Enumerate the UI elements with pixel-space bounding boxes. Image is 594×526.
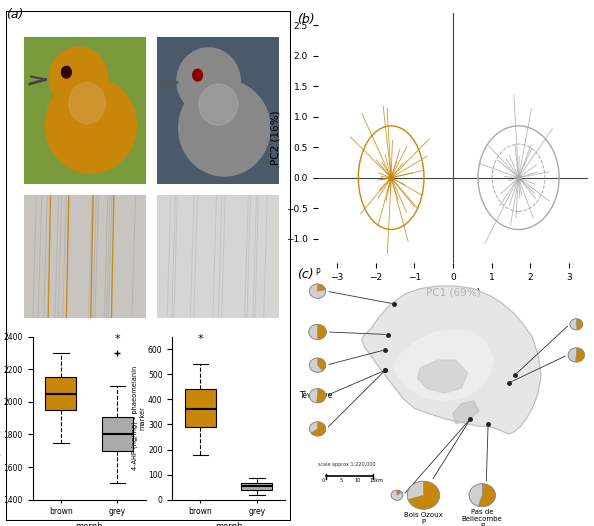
Y-axis label: PTCA (ng/mg) – eumelanin marker: PTCA (ng/mg) – eumelanin marker	[0, 361, 1, 476]
Wedge shape	[469, 484, 482, 506]
Text: (c): (c)	[297, 268, 314, 281]
Wedge shape	[311, 422, 326, 436]
PathPatch shape	[45, 378, 77, 410]
Wedge shape	[309, 284, 326, 298]
Text: P: P	[315, 268, 320, 277]
Wedge shape	[568, 348, 576, 362]
X-axis label: morph: morph	[75, 522, 103, 526]
Polygon shape	[362, 286, 541, 434]
Wedge shape	[309, 389, 318, 403]
Y-axis label: PC2 (16%): PC2 (16%)	[271, 111, 280, 165]
Polygon shape	[453, 401, 479, 424]
Polygon shape	[418, 360, 467, 393]
Text: Tévelave: Tévelave	[300, 391, 333, 400]
Wedge shape	[408, 481, 440, 509]
PathPatch shape	[102, 417, 133, 451]
X-axis label: PC1 (69%): PC1 (69%)	[426, 287, 480, 297]
Text: 0: 0	[322, 479, 325, 483]
Wedge shape	[318, 284, 326, 291]
Text: Pas de
Bellecombe
P: Pas de Bellecombe P	[462, 509, 503, 526]
Text: *: *	[115, 333, 120, 343]
Text: 10: 10	[355, 479, 361, 483]
Text: *: *	[198, 333, 203, 343]
Wedge shape	[391, 490, 403, 500]
Text: (b): (b)	[297, 13, 315, 26]
Wedge shape	[576, 319, 583, 330]
Y-axis label: 4-AHP (ng/mg) – phaeomelanin
marker: 4-AHP (ng/mg) – phaeomelanin marker	[132, 366, 145, 470]
Ellipse shape	[179, 80, 270, 176]
Wedge shape	[318, 325, 327, 340]
Text: (a): (a)	[6, 8, 23, 21]
Circle shape	[62, 66, 71, 78]
Ellipse shape	[69, 83, 105, 124]
X-axis label: morph: morph	[215, 522, 242, 526]
Wedge shape	[397, 490, 402, 495]
Text: Bois Ozoux
P: Bois Ozoux P	[404, 512, 443, 525]
PathPatch shape	[185, 389, 216, 427]
Wedge shape	[309, 325, 318, 340]
Wedge shape	[570, 319, 577, 330]
Circle shape	[192, 69, 203, 81]
Wedge shape	[309, 358, 323, 372]
PathPatch shape	[241, 483, 273, 490]
Text: scale approx 1:220,000: scale approx 1:220,000	[318, 462, 375, 467]
Wedge shape	[317, 389, 326, 403]
Ellipse shape	[49, 47, 108, 109]
Wedge shape	[318, 358, 326, 371]
Wedge shape	[407, 481, 424, 500]
Wedge shape	[309, 422, 318, 433]
Ellipse shape	[177, 48, 240, 114]
Wedge shape	[478, 484, 495, 507]
Wedge shape	[576, 348, 584, 362]
Ellipse shape	[45, 77, 137, 173]
Polygon shape	[394, 329, 494, 401]
Ellipse shape	[199, 84, 238, 125]
Text: 5: 5	[340, 479, 343, 483]
Text: 15km: 15km	[369, 479, 383, 483]
